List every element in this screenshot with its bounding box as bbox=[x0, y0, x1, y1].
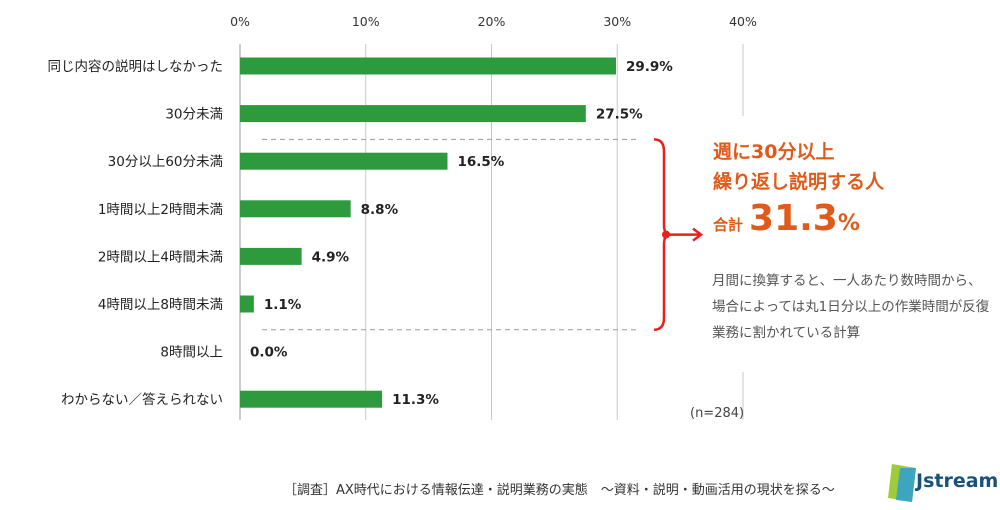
bar bbox=[240, 57, 616, 75]
callout-total: 合計 31.3% bbox=[713, 198, 860, 239]
bar bbox=[240, 295, 254, 313]
callout-total-label: 合計 bbox=[713, 216, 744, 234]
jstream-logo: Jstream bbox=[886, 462, 998, 506]
bracket-dot bbox=[662, 230, 670, 239]
bars bbox=[240, 57, 616, 408]
callout-title: 週に30分以上 繰り返し説明する人 bbox=[713, 137, 973, 197]
x-tick-label: 20% bbox=[478, 14, 506, 29]
callout-title-line2: 繰り返し説明する人 bbox=[713, 171, 885, 193]
value-label: 4.9% bbox=[312, 249, 350, 265]
jstream-logo-icon bbox=[888, 464, 916, 502]
bar bbox=[240, 247, 302, 265]
bar bbox=[240, 200, 351, 218]
value-label: 8.8% bbox=[361, 202, 399, 218]
category-label: 30分以上60分未満 bbox=[108, 154, 223, 170]
x-tick-label: 40% bbox=[729, 14, 757, 29]
arrow-head-icon bbox=[692, 227, 704, 242]
callout-title-line1: 週に30分以上 bbox=[713, 141, 835, 163]
category-label: 1時間以上2時間未満 bbox=[98, 202, 223, 218]
value-label: 11.3% bbox=[392, 392, 439, 408]
survey-source: ［調査］AX時代における情報伝達・説明業務の実態 ～資料・説明・動画活用の現状を… bbox=[284, 483, 835, 498]
bar bbox=[240, 152, 448, 170]
category-label: 8時間以上 bbox=[160, 345, 223, 361]
x-tick-label: 10% bbox=[352, 14, 380, 29]
value-label: 1.1% bbox=[264, 297, 302, 313]
value-label: 27.5% bbox=[596, 107, 643, 123]
callout-total-value: 31.3 bbox=[749, 198, 838, 239]
category-label: 4時間以上8時間未満 bbox=[98, 297, 223, 313]
bar bbox=[240, 105, 586, 123]
category-labels: 同じ内容の説明はしなかった 30分未満 30分以上60分未満 1時間以上2時間未満 2時… bbox=[48, 58, 224, 408]
bar bbox=[240, 390, 383, 408]
logo-text: Jstream bbox=[916, 470, 999, 492]
x-tick-label: 0% bbox=[230, 14, 250, 29]
callout-note: 月間に換算すると、一人あたり数時間から、場合によっては丸1日分以上の作業時間が反… bbox=[712, 273, 990, 341]
category-label: 2時間以上4時間未満 bbox=[98, 249, 223, 265]
callout-total-unit: % bbox=[837, 211, 860, 236]
value-label: 29.9% bbox=[626, 59, 673, 75]
value-labels: 29.9% 27.5% 16.5% 8.8% 4.9% 1.1% 0.0% 11.3% bbox=[250, 59, 673, 408]
value-label: 0.0% bbox=[250, 345, 288, 361]
category-label: 同じ内容の説明はしなかった bbox=[48, 58, 224, 75]
x-tick-label: 30% bbox=[603, 14, 631, 29]
value-label: 16.5% bbox=[457, 154, 504, 170]
category-label: わからない／答えられない bbox=[61, 391, 223, 408]
category-label: 30分未満 bbox=[165, 107, 223, 123]
sample-size: (n=284) bbox=[690, 406, 745, 421]
x-axis-ticks: 0% 10% 20% 30% 40% bbox=[230, 14, 757, 29]
callout-bracket bbox=[262, 138, 704, 332]
